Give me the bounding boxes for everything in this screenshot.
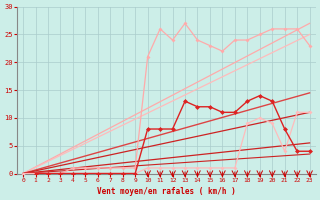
- X-axis label: Vent moyen/en rafales ( km/h ): Vent moyen/en rafales ( km/h ): [97, 187, 236, 196]
